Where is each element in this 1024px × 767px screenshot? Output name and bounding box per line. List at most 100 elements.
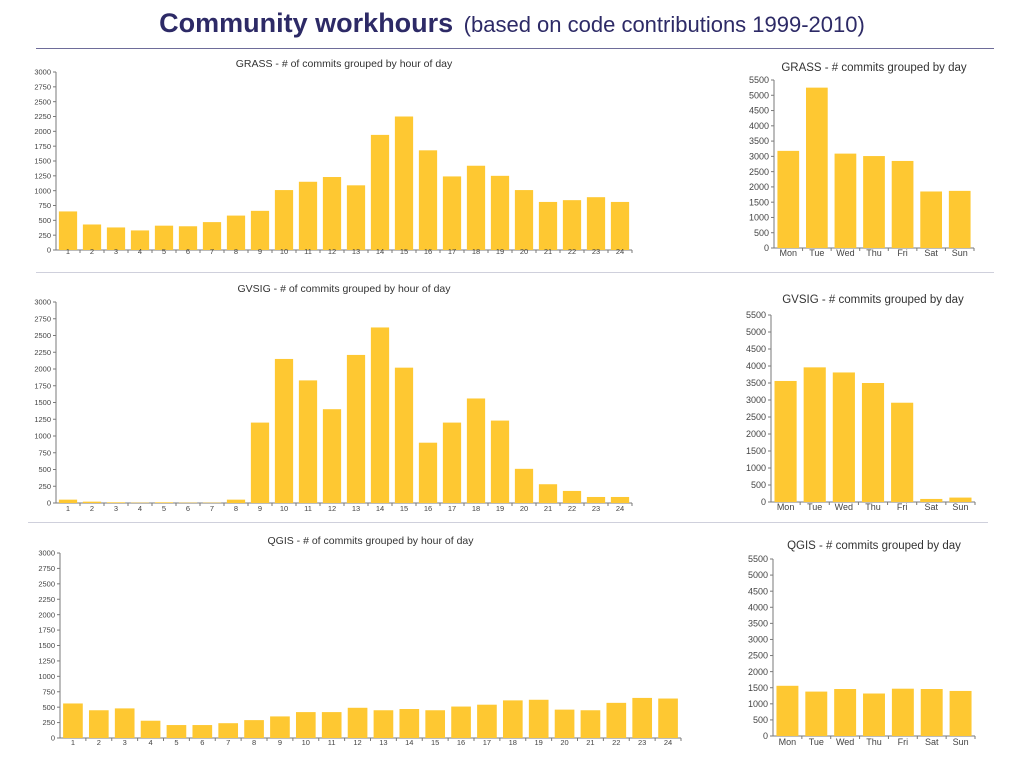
x-tick-label: 2 xyxy=(97,738,101,747)
x-tick-label: Fri xyxy=(898,737,909,747)
y-tick-label: 2500 xyxy=(749,167,769,177)
x-tick-label: 14 xyxy=(376,247,384,256)
bar-8 xyxy=(226,499,246,503)
chart-title: GVSIG - # of commits grouped by hour of … xyxy=(237,283,451,295)
y-tick-label: 1750 xyxy=(34,381,51,390)
bar-14 xyxy=(370,327,390,503)
y-tick-label: 500 xyxy=(753,715,768,725)
x-tick-label: 14 xyxy=(376,504,384,513)
bar-Sat xyxy=(920,191,942,248)
y-tick-label: 4500 xyxy=(746,344,766,354)
x-tick-label: 11 xyxy=(304,247,312,256)
y-tick-label: 1000 xyxy=(34,432,51,441)
bar-24 xyxy=(610,496,630,503)
y-tick-label: 0 xyxy=(47,499,51,508)
bar-19 xyxy=(490,175,510,250)
y-tick-label: 750 xyxy=(38,448,51,457)
title-divider xyxy=(36,48,994,49)
x-tick-label: Wed xyxy=(836,737,854,747)
y-tick-label: 5000 xyxy=(749,90,769,100)
bar-11 xyxy=(298,380,318,503)
bar-21 xyxy=(580,710,601,738)
x-tick-label: Sun xyxy=(952,502,968,512)
y-tick-label: 2500 xyxy=(34,331,51,340)
bar-10 xyxy=(295,712,316,738)
bar-13 xyxy=(373,710,394,738)
bar-3 xyxy=(106,227,126,250)
y-tick-label: 5000 xyxy=(746,327,766,337)
x-tick-label: 10 xyxy=(302,738,310,747)
bar-3 xyxy=(106,502,126,503)
bar-4 xyxy=(130,230,150,250)
x-tick-label: 15 xyxy=(400,504,408,513)
y-tick-label: 2750 xyxy=(34,82,51,91)
x-tick-label: 3 xyxy=(114,247,118,256)
bar-Fri xyxy=(891,160,914,248)
chart-title: GRASS - # of commits grouped by hour of … xyxy=(236,58,453,70)
y-tick-label: 3500 xyxy=(748,619,768,629)
x-tick-label: 19 xyxy=(535,738,543,747)
x-tick-label: Sun xyxy=(953,737,969,747)
bar-14 xyxy=(399,709,420,738)
bar-9 xyxy=(270,716,290,738)
bar-22 xyxy=(606,702,627,738)
x-tick-label: 7 xyxy=(210,247,214,256)
y-tick-label: 1250 xyxy=(38,657,55,666)
bar-20 xyxy=(514,190,534,250)
x-tick-label: Tue xyxy=(809,737,824,747)
x-tick-label: Wed xyxy=(835,502,853,512)
y-tick-label: 0 xyxy=(51,734,55,743)
y-tick-label: 3000 xyxy=(749,152,769,162)
bar-13 xyxy=(346,354,366,503)
y-tick-label: 1500 xyxy=(749,197,769,207)
x-tick-label: 11 xyxy=(304,504,312,513)
x-tick-label: 14 xyxy=(405,738,413,747)
x-tick-label: 13 xyxy=(352,504,360,513)
x-tick-label: 12 xyxy=(328,247,336,256)
x-tick-label: 5 xyxy=(162,504,166,513)
y-tick-label: 250 xyxy=(38,482,51,491)
x-tick-label: Thu xyxy=(866,248,882,258)
x-tick-label: Mon xyxy=(779,737,797,747)
bar-6 xyxy=(192,725,213,738)
bar-14 xyxy=(370,134,390,250)
x-tick-label: 22 xyxy=(568,247,576,256)
bar-Fri xyxy=(891,688,914,736)
bar-24 xyxy=(658,698,678,738)
x-tick-label: 16 xyxy=(424,247,432,256)
y-tick-label: 4500 xyxy=(749,106,769,116)
bar-Mon xyxy=(776,685,799,736)
x-tick-label: 1 xyxy=(71,738,75,747)
chart-title: QGIS - # commits grouped by day xyxy=(787,540,961,552)
y-tick-label: 5500 xyxy=(748,554,768,564)
y-tick-label: 1000 xyxy=(749,213,769,223)
x-tick-label: 24 xyxy=(616,504,624,513)
bar-19 xyxy=(490,420,510,503)
x-tick-label: 5 xyxy=(174,738,178,747)
x-tick-label: 3 xyxy=(114,504,118,513)
bar-21 xyxy=(538,484,558,503)
x-tick-label: Fri xyxy=(897,248,908,258)
bar-Thu xyxy=(863,156,885,248)
y-tick-label: 750 xyxy=(38,201,51,210)
row-divider-1 xyxy=(36,272,994,273)
y-tick-label: 1250 xyxy=(34,415,51,424)
bar-15 xyxy=(425,710,446,738)
x-tick-label: 3 xyxy=(123,738,127,747)
x-tick-label: 8 xyxy=(234,247,238,256)
bar-2 xyxy=(82,224,102,250)
x-tick-label: 17 xyxy=(448,247,456,256)
bar-Wed xyxy=(832,372,855,502)
y-tick-label: 1250 xyxy=(34,171,51,180)
y-tick-label: 2500 xyxy=(38,579,55,588)
x-tick-label: 18 xyxy=(472,504,480,513)
bar-10 xyxy=(274,358,294,503)
y-tick-label: 5500 xyxy=(746,310,766,320)
x-tick-label: Mon xyxy=(777,502,795,512)
y-tick-label: 1000 xyxy=(38,672,55,681)
y-tick-label: 2500 xyxy=(748,651,768,661)
bar-18 xyxy=(466,398,486,503)
